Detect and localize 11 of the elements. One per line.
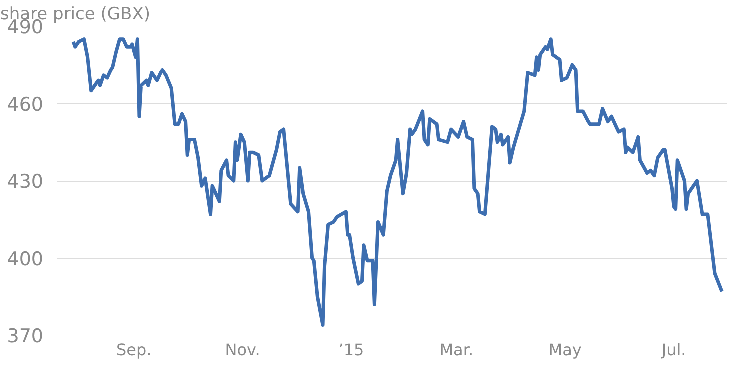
- y-tick-label: 370: [7, 326, 44, 348]
- y-tick-label: 430: [7, 171, 44, 193]
- x-tick-label: Jul.: [660, 340, 686, 360]
- y-tick-label: 400: [7, 248, 44, 270]
- x-tick-label: May: [548, 340, 582, 360]
- x-tick-label: Sep.: [116, 340, 152, 360]
- x-tick-label: Nov.: [225, 340, 260, 360]
- x-tick-label: ’15: [338, 340, 364, 360]
- line-series: [72, 38, 724, 327]
- x-tick-label: Mar.: [440, 340, 474, 360]
- y-tick-label: 460: [7, 94, 44, 116]
